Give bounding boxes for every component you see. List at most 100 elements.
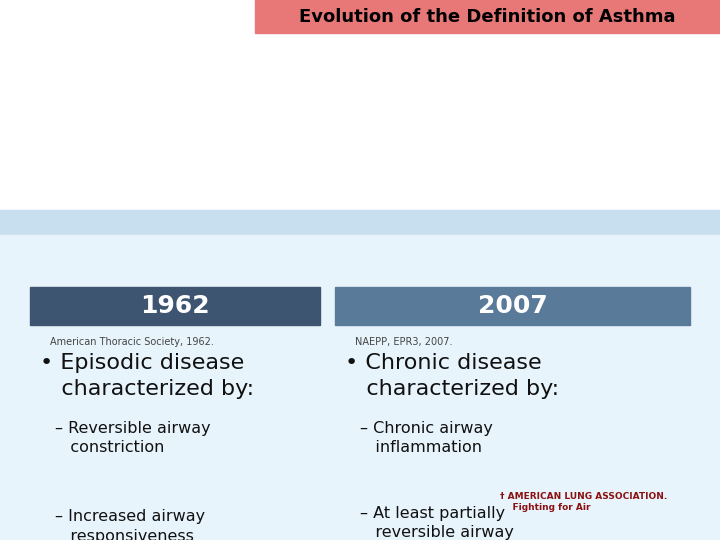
Bar <box>0 226 720 230</box>
Bar <box>0 226 720 229</box>
Bar <box>0 227 720 229</box>
Bar <box>0 227 720 229</box>
Bar <box>0 227 720 230</box>
Bar <box>0 225 720 228</box>
Bar <box>0 226 720 228</box>
Text: 2007: 2007 <box>477 294 547 318</box>
Bar <box>0 227 720 230</box>
Bar <box>0 226 720 230</box>
Ellipse shape <box>334 66 392 102</box>
Bar <box>0 226 720 230</box>
Bar <box>0 225 720 228</box>
Bar <box>0 227 720 230</box>
Bar <box>0 226 720 229</box>
Bar <box>0 226 720 228</box>
Text: – Reversible airway
   constriction: – Reversible airway constriction <box>55 421 211 455</box>
Bar <box>0 225 720 227</box>
Bar <box>0 227 720 229</box>
Text: – At least partially
   reversible airway
   obstruction: – At least partially reversible airway o… <box>360 507 514 540</box>
Bar <box>0 225 720 228</box>
Ellipse shape <box>240 125 300 155</box>
Bar <box>30 287 320 325</box>
Ellipse shape <box>122 80 191 122</box>
Text: NAEPP, EPR3, 2007.: NAEPP, EPR3, 2007. <box>355 337 452 347</box>
Bar <box>0 226 720 229</box>
Ellipse shape <box>284 133 328 156</box>
Bar <box>0 225 720 227</box>
Bar <box>0 225 720 228</box>
Ellipse shape <box>320 80 370 111</box>
Bar <box>0 226 720 229</box>
Bar <box>0 225 720 228</box>
Bar <box>0 226 720 228</box>
Bar <box>0 227 720 230</box>
Bar <box>0 226 720 228</box>
Ellipse shape <box>410 80 460 111</box>
Bar <box>0 225 720 227</box>
Bar <box>0 226 720 229</box>
Bar <box>0 225 720 228</box>
Ellipse shape <box>295 89 367 126</box>
Bar <box>0 226 720 230</box>
Bar <box>0 225 720 227</box>
Text: • Chronic disease
   characterized by:: • Chronic disease characterized by: <box>345 353 559 399</box>
Bar <box>0 227 720 229</box>
Bar <box>0 227 720 229</box>
Bar <box>0 226 720 229</box>
Bar <box>0 224 720 227</box>
Bar <box>0 226 720 228</box>
Ellipse shape <box>282 127 312 147</box>
Text: Evolution of the Definition of Asthma: Evolution of the Definition of Asthma <box>300 8 676 25</box>
Ellipse shape <box>638 107 682 135</box>
Ellipse shape <box>10 106 94 151</box>
Ellipse shape <box>62 91 178 149</box>
Bar <box>0 226 720 228</box>
Bar <box>0 235 720 540</box>
Bar <box>0 225 720 228</box>
Bar <box>0 227 720 229</box>
Ellipse shape <box>570 94 622 126</box>
Ellipse shape <box>146 106 230 151</box>
Ellipse shape <box>345 97 435 131</box>
Bar <box>0 227 720 230</box>
Bar <box>0 226 720 228</box>
Bar <box>0 226 720 228</box>
Ellipse shape <box>212 133 256 156</box>
Bar <box>0 225 720 228</box>
Bar <box>0 227 720 229</box>
Bar <box>0 225 720 227</box>
Ellipse shape <box>392 66 451 102</box>
Bar <box>0 226 720 230</box>
Text: – Chronic airway
   inflammation: – Chronic airway inflammation <box>360 421 493 455</box>
Bar <box>0 226 720 228</box>
Ellipse shape <box>228 127 258 147</box>
Bar <box>0 227 720 229</box>
Ellipse shape <box>243 138 297 159</box>
Ellipse shape <box>341 75 439 125</box>
Bar <box>0 225 720 228</box>
Ellipse shape <box>68 116 173 156</box>
Bar <box>0 226 720 229</box>
Bar <box>0 225 720 228</box>
Bar <box>0 226 720 229</box>
Bar <box>0 226 720 228</box>
Bar <box>0 225 720 228</box>
Bar <box>0 226 720 229</box>
Bar <box>0 225 720 228</box>
Ellipse shape <box>413 89 485 126</box>
Bar <box>0 227 720 229</box>
Ellipse shape <box>622 94 674 126</box>
Text: American Thoracic Society, 1962.: American Thoracic Society, 1962. <box>50 337 214 347</box>
Ellipse shape <box>576 103 664 147</box>
Bar <box>0 226 720 229</box>
Bar <box>0 225 720 228</box>
Bar <box>0 225 720 227</box>
Ellipse shape <box>235 119 271 141</box>
Bar <box>0 225 720 227</box>
Bar <box>0 210 720 540</box>
Ellipse shape <box>580 122 660 152</box>
Text: • Episodic disease
   characterized by:: • Episodic disease characterized by: <box>40 353 254 399</box>
Bar <box>0 225 720 228</box>
Bar <box>0 225 720 228</box>
Bar <box>0 225 720 228</box>
